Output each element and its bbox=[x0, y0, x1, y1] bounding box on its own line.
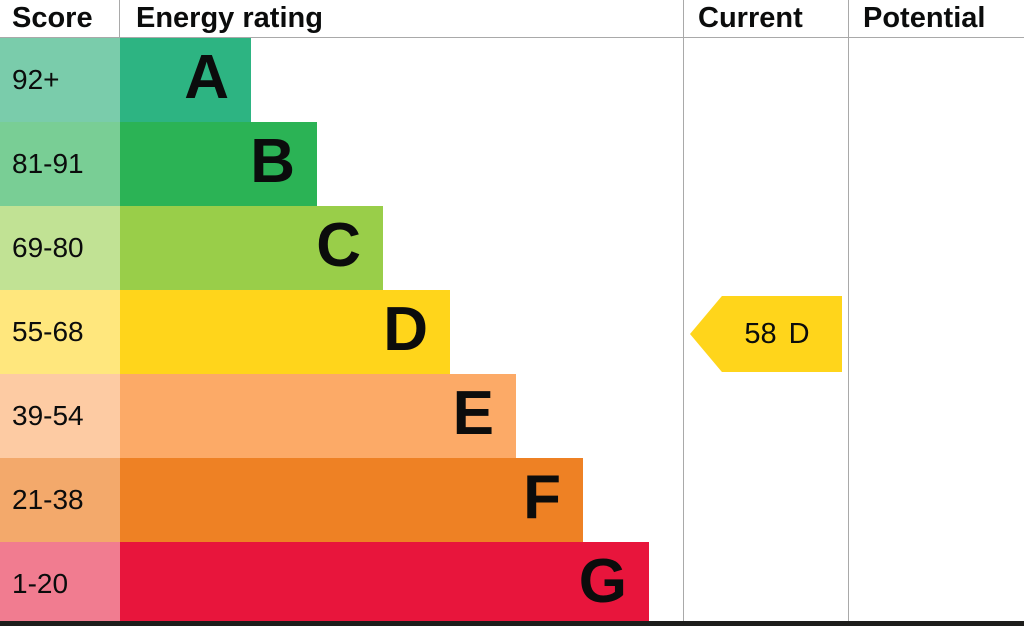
score-range-b: 81-91 bbox=[0, 122, 120, 206]
band-bar-e: E bbox=[120, 374, 516, 458]
header-current: Current bbox=[683, 0, 848, 37]
current-rating-letter: D bbox=[788, 317, 810, 350]
band-bar-b: B bbox=[120, 122, 317, 206]
current-column-divider bbox=[683, 0, 684, 621]
band-bar-f: F bbox=[120, 458, 583, 542]
header-potential: Potential bbox=[848, 0, 1024, 37]
band-row-e: 39-54 E bbox=[0, 374, 683, 458]
band-letter-e: E bbox=[452, 379, 494, 448]
band-bar-a: A bbox=[120, 38, 251, 122]
band-row-b: 81-91 B bbox=[0, 122, 683, 206]
header-row: Score Energy rating Current Potential bbox=[0, 0, 1024, 38]
band-letter-b: B bbox=[250, 127, 295, 196]
band-bar-g: G bbox=[120, 542, 649, 626]
band-bar-c: C bbox=[120, 206, 383, 290]
band-letter-g: G bbox=[578, 547, 627, 616]
band-rows: 92+ A 81-91 B 69-80 C 55-68 D 39-54 bbox=[0, 38, 683, 626]
band-bar-d: D bbox=[120, 290, 450, 374]
current-rating-arrow: 58 D bbox=[690, 296, 842, 372]
score-range-f: 21-38 bbox=[0, 458, 120, 542]
band-letter-d: D bbox=[383, 295, 428, 364]
score-range-a: 92+ bbox=[0, 38, 120, 122]
band-letter-c: C bbox=[316, 211, 361, 280]
band-letter-a: A bbox=[184, 43, 229, 112]
band-row-g: 1-20 G bbox=[0, 542, 683, 626]
current-rating-value: 58 bbox=[744, 317, 777, 350]
bottom-border-bar bbox=[0, 621, 1024, 626]
score-range-g: 1-20 bbox=[0, 542, 120, 626]
header-energy-rating: Energy rating bbox=[136, 2, 323, 34]
potential-column-divider bbox=[848, 0, 849, 621]
band-letter-f: F bbox=[523, 463, 561, 532]
score-range-d: 55-68 bbox=[0, 290, 120, 374]
header-score: Score bbox=[0, 0, 120, 37]
band-row-d: 55-68 D bbox=[0, 290, 683, 374]
band-row-f: 21-38 F bbox=[0, 458, 683, 542]
score-range-c: 69-80 bbox=[0, 206, 120, 290]
band-row-a: 92+ A bbox=[0, 38, 683, 122]
band-row-c: 69-80 C bbox=[0, 206, 683, 290]
score-range-e: 39-54 bbox=[0, 374, 120, 458]
